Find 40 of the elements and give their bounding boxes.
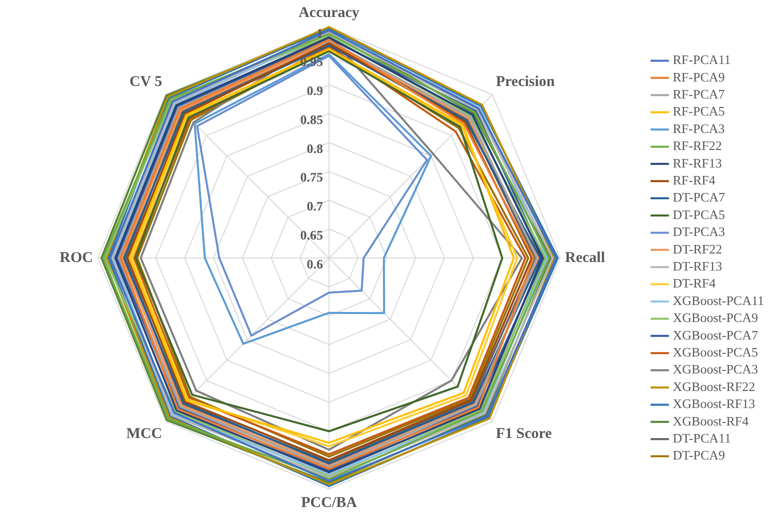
legend-label: XGBoost-PCA9	[672, 310, 758, 326]
legend-label: DT-RF4	[672, 276, 716, 291]
legend-label: DT-PCA5	[672, 206, 726, 222]
spoke-label: MCC	[126, 426, 162, 442]
legend-label: DT-PCA3	[672, 224, 726, 240]
spoke-label: Precision	[496, 74, 556, 90]
legend-label: XGBoost-PCA7	[672, 327, 758, 342]
y-tick-label: 0.95	[300, 54, 324, 70]
spoke-label: ROC	[60, 250, 93, 266]
legend-label: XGBoost-PCA5	[672, 344, 758, 360]
legend-label: DT-PCA11	[672, 430, 732, 446]
spoke-label: Accuracy	[298, 4, 360, 21]
legend-label: XGBoost-PCA3	[672, 362, 758, 377]
legend-label: RF-RF13	[672, 155, 722, 170]
spoke-label: PCC/BA	[301, 494, 358, 511]
legend-label: RF-PCA9	[672, 69, 725, 84]
legend-label: RF-RF22	[672, 138, 722, 154]
legend-label: DT-PCA7	[672, 190, 726, 205]
y-tick-label: 0.65	[300, 227, 324, 242]
legend-label: XGBoost-RF13	[672, 396, 756, 412]
legend-label: RF-PCA11	[672, 52, 731, 68]
y-tick-label: 0.8	[306, 140, 324, 156]
legend-label: RF-RF4	[672, 172, 716, 188]
y-tick-label: 0.9	[306, 83, 324, 98]
legend-label: XGBoost-RF4	[672, 413, 750, 428]
legend-label: DT-PCA9	[672, 448, 726, 463]
spoke-label: CV 5	[129, 74, 162, 90]
legend-label: XGBoost-PCA11	[672, 292, 764, 308]
legend-label: RF-PCA5	[672, 104, 725, 119]
spoke-label: F1 Score	[496, 426, 552, 442]
y-tick-label: 0.6	[306, 256, 324, 272]
y-tick-label: 0.7	[306, 198, 324, 214]
legend-label: RF-PCA3	[672, 120, 725, 136]
y-tick-label: 0.85	[300, 112, 324, 127]
spoke-label: Recall	[565, 250, 605, 266]
y-tick-label: 0.75	[300, 170, 324, 185]
legend-label: XGBoost-RF22	[672, 378, 756, 394]
legend-label: DT-RF13	[672, 258, 722, 274]
legend-label: RF-PCA7	[672, 86, 726, 102]
legend-label: DT-RF22	[672, 241, 722, 256]
